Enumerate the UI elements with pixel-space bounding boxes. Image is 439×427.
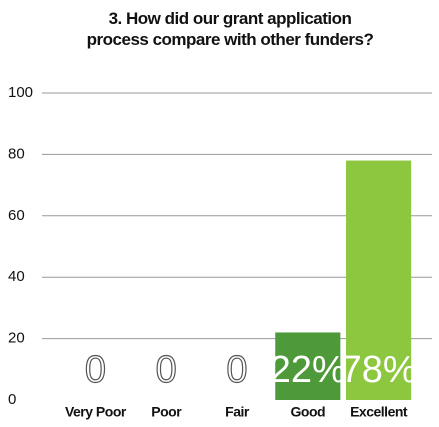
chart-title: 3. How did our grant application process… [86,9,374,49]
x-tick-label: Good [291,404,326,420]
bar [346,160,412,400]
value-label: 78% [341,349,417,391]
value-label: 0 [85,349,106,391]
value-label: 0 [226,349,247,391]
y-tick-label: 80 [8,145,25,162]
x-tick-label: Very Poor [65,404,127,420]
y-tick-label: 40 [8,268,25,285]
y-tick-label: 100 [8,84,33,101]
value-label: 22% [270,349,346,391]
bar [275,332,341,400]
x-tick-label: Poor [151,404,182,420]
x-tick-label: Excellent [350,404,408,420]
y-tick-label: 20 [8,330,25,347]
y-tick-label: 60 [8,207,25,224]
value-label: 0 [156,349,177,391]
y-tick-label: 0 [8,391,16,408]
x-tick-label: Fair [225,404,250,420]
